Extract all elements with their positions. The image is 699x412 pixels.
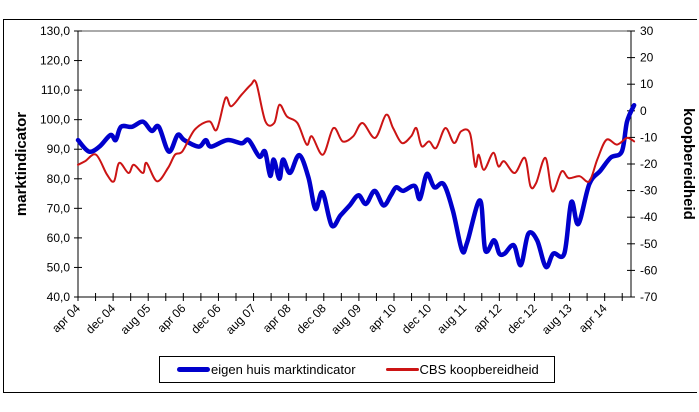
series-layer (75, 79, 637, 270)
x-tick-label: aug 13 (539, 301, 575, 337)
x-tick-label: apr 14 (576, 301, 610, 335)
y-right-tick-label: -60 (640, 263, 658, 277)
axes: 40,0 50,0 60,0 70,0 80,0 90,0 100,0 110,0 120,0 1… (40, 24, 658, 337)
legend-swatch-red (385, 368, 419, 371)
legend-item-marktindicator: eigen huis marktindicator (177, 362, 356, 377)
y-axis-left-title: marktindicator (13, 112, 30, 216)
x-tick-label: apr 12 (470, 301, 504, 335)
legend-label: eigen huis marktindicator (211, 362, 356, 377)
y-left-tick-label: 130,0 (40, 24, 70, 38)
y-right-tick-label: -30 (640, 184, 658, 198)
legend-item-koopbereidheid: CBS koopbereidheid (385, 362, 539, 377)
x-tick-label: dec 06 (188, 301, 224, 337)
legend: eigen huis marktindicator CBS koopbereid… (159, 356, 555, 383)
y-right-tick-label: 20 (640, 51, 654, 65)
y-right-tick-label: -50 (640, 237, 658, 251)
legend-swatch-blue (177, 367, 210, 372)
x-tick-label: apr 10 (365, 301, 399, 335)
y-left-tick-label: 40,0 (47, 290, 71, 304)
y-right-tick-label: -40 (640, 210, 658, 224)
x-tick-label: dec 08 (294, 301, 330, 337)
y-left-tick-label: 120,0 (40, 54, 70, 68)
y-left-tick-label: 50,0 (47, 260, 71, 274)
y-right-tick-label: -70 (640, 290, 658, 304)
y-left-tick-label: 110,0 (41, 83, 70, 97)
series-line-koopbereidheid (77, 79, 636, 193)
y-right-tick-label: -10 (640, 130, 658, 144)
legend-label: CBS koopbereidheid (419, 362, 539, 377)
y-right-tick-label: 30 (640, 24, 654, 38)
x-tick-label: dec 04 (83, 301, 119, 337)
y-left-tick-label: 70,0 (47, 201, 71, 215)
x-tick-label: aug 05 (117, 301, 153, 337)
x-tick-label: aug 07 (223, 301, 259, 337)
y-right-tick-label: 0 (640, 104, 647, 118)
y-left-tick-label: 60,0 (47, 231, 71, 245)
chart-frame (3, 19, 697, 393)
y-right-tick-label: -20 (640, 157, 658, 171)
x-tick-label: dec 12 (504, 301, 540, 337)
series-line-marktindicator (75, 102, 637, 270)
y-left-tick-label: 80,0 (47, 172, 71, 186)
x-tick-label: apr 08 (260, 301, 294, 335)
y-left-tick-label: 90,0 (47, 142, 71, 156)
x-tick-label: aug 11 (434, 301, 469, 336)
x-tick-label: apr 04 (49, 301, 83, 335)
y-left-tick-label: 100,0 (40, 113, 70, 127)
y-right-tick-label: 10 (640, 77, 654, 91)
x-tick-label: aug 09 (328, 301, 364, 337)
x-tick-label: dec 10 (399, 301, 435, 337)
x-tick-label: apr 06 (154, 301, 188, 335)
y-axis-right-title: koopbereidheid (680, 108, 697, 220)
